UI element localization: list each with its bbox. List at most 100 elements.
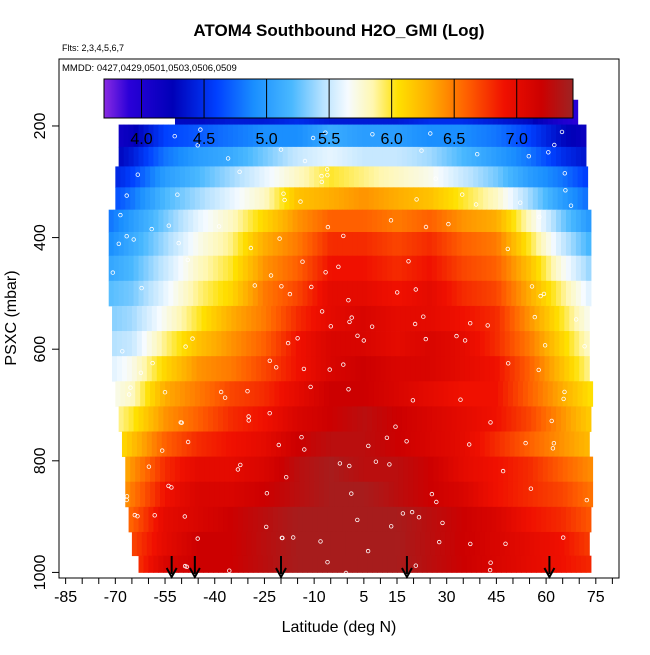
heatmap-cell [232, 255, 239, 282]
heatmap-cell [575, 146, 582, 167]
heatmap-cell [239, 481, 246, 508]
heatmap-cell [108, 209, 115, 233]
heatmap-cell [317, 255, 324, 282]
heatmap-cell [360, 305, 367, 332]
heatmap-cell [160, 481, 166, 508]
heatmap-cell [168, 280, 174, 307]
heatmap-cell [385, 331, 391, 357]
heatmap-cell [314, 381, 320, 407]
heatmap-cell [436, 146, 443, 167]
heatmap-cell [531, 232, 537, 257]
heatmap-cell [368, 456, 375, 483]
heatmap-cell [582, 481, 589, 508]
heatmap-cell [252, 255, 259, 282]
heatmap-cell [196, 431, 203, 458]
heatmap-cell [546, 124, 552, 148]
heatmap-cell [440, 356, 446, 382]
heatmap-cell [406, 506, 413, 533]
heatmap-cell [546, 209, 552, 233]
heatmap-cell [562, 166, 569, 188]
heatmap-cell [526, 406, 532, 432]
heatmap-cell [289, 187, 295, 211]
heatmap-cell [372, 124, 378, 148]
heatmap-cell [343, 166, 350, 188]
heatmap-cell [406, 555, 413, 573]
heatmap-cell [252, 506, 259, 533]
heatmap-cell [372, 555, 378, 573]
heatmap-cell [511, 280, 517, 307]
sample-dot [562, 389, 567, 395]
heatmap-cell [410, 356, 416, 382]
heatmap-cell [194, 381, 201, 407]
profile-arrow [543, 556, 556, 580]
heatmap-cell [234, 481, 241, 508]
heatmap-cell [551, 209, 557, 233]
heatmap-cell [254, 381, 261, 407]
heatmap-cell [453, 381, 459, 407]
heatmap-cell [522, 456, 529, 483]
heatmap-cell [214, 187, 221, 211]
heatmap-cell [347, 506, 353, 533]
heatmap-cell [171, 531, 178, 557]
colorbar-tick-label: 4.5 [193, 131, 215, 148]
heatmap-cell [509, 356, 516, 382]
heatmap-cell [266, 305, 272, 332]
sample-dot [238, 462, 243, 468]
heatmap-cell [314, 187, 320, 211]
heatmap-cell [322, 280, 328, 307]
heatmap-cell [226, 331, 232, 357]
heatmap-cell [239, 456, 246, 483]
heatmap-cell [297, 209, 304, 233]
heatmap-cell [252, 232, 259, 257]
heatmap-cell [115, 381, 121, 407]
heatmap-cell [362, 255, 368, 282]
sample-dot [124, 233, 129, 239]
heatmap-cell [441, 280, 448, 307]
heatmap-cell [262, 280, 269, 307]
heatmap-cell [506, 555, 512, 573]
heatmap-cell [269, 456, 275, 483]
heatmap-cell [372, 280, 378, 307]
heatmap-cell [227, 506, 234, 533]
heatmap-cell [203, 232, 209, 257]
sample-dot [278, 147, 284, 152]
heatmap-cell [551, 232, 557, 257]
heatmap-cell [547, 166, 554, 188]
heatmap-cell [547, 456, 554, 483]
heatmap-cell [285, 431, 292, 458]
heatmap-cell [541, 280, 547, 307]
heatmap-cell [575, 406, 582, 432]
heatmap-cell [236, 331, 242, 357]
heatmap-cell [430, 531, 436, 557]
heatmap-cell [213, 146, 219, 167]
heatmap-cell [166, 531, 173, 557]
heatmap-cell [168, 255, 174, 282]
heatmap-cell [327, 209, 333, 233]
heatmap-cell [479, 531, 486, 557]
heatmap-cell [247, 555, 254, 573]
heatmap-cell [203, 255, 209, 282]
heatmap-cell [471, 124, 478, 148]
heatmap-cell [131, 356, 138, 382]
heatmap-cell [537, 166, 544, 188]
heatmap-cell [317, 209, 324, 233]
heatmap-cell [458, 456, 464, 483]
heatmap-cell [282, 124, 289, 148]
sample-dot [302, 447, 307, 452]
y-tick-label: 1000 [32, 555, 49, 591]
heatmap-cell [393, 187, 400, 211]
heatmap-cell [584, 531, 590, 557]
sample-dot [346, 387, 351, 392]
heatmap-cell [309, 166, 315, 188]
heatmap-cell [153, 209, 160, 233]
heatmap-cell [251, 431, 257, 458]
heatmap-cell [426, 255, 433, 282]
heatmap-cell [436, 506, 443, 533]
heatmap-cell [290, 531, 297, 557]
heatmap-cell [305, 531, 312, 557]
heatmap-cell [244, 381, 251, 407]
heatmap-cell [329, 187, 335, 211]
sample-dot [559, 129, 565, 135]
heatmap-cell [481, 232, 488, 257]
